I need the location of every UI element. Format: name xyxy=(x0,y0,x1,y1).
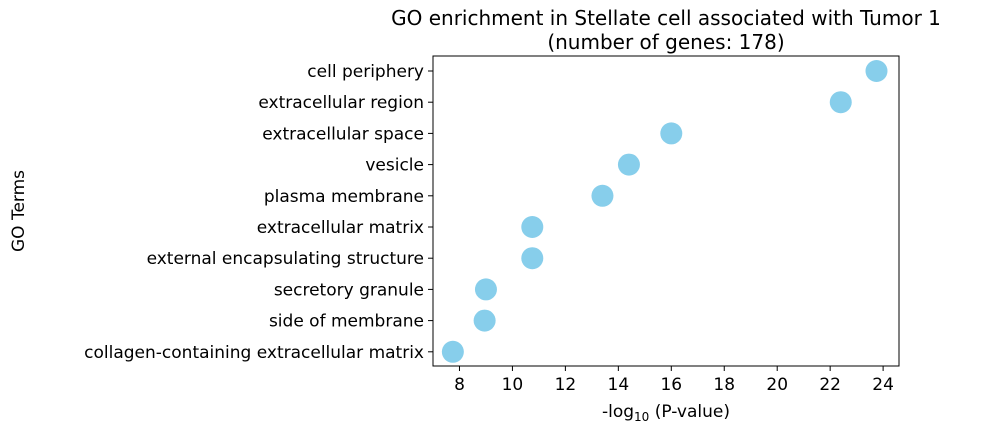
x-tick-label: 18 xyxy=(713,375,735,395)
y-tick-label: collagen-containing extracellular matrix xyxy=(84,343,424,363)
data-point xyxy=(591,184,614,207)
y-tick-label: vesicle xyxy=(365,156,424,176)
data-point xyxy=(521,216,544,238)
chart-title: GO enrichment in Stellate cell associate… xyxy=(391,6,941,30)
y-tick-label: external encapsulating structure xyxy=(147,249,424,269)
y-tick-label: extracellular matrix xyxy=(257,218,424,238)
x-tick-label: 24 xyxy=(872,375,894,395)
x-tick-label: 12 xyxy=(555,375,577,395)
data-point xyxy=(829,91,852,114)
chart-subtitle: (number of genes: 178) xyxy=(547,30,784,54)
x-tick-label: 22 xyxy=(819,375,841,395)
y-tick-label: side of membrane xyxy=(269,312,424,332)
x-tick-label: 14 xyxy=(608,375,630,395)
data-point xyxy=(865,60,888,82)
data-points xyxy=(441,60,888,363)
data-point xyxy=(660,122,683,145)
x-tick-label: 20 xyxy=(766,375,788,395)
data-point xyxy=(521,247,544,270)
x-axis-label: -log10 (P-value) xyxy=(602,402,730,424)
x-axis-ticks: 8 10 12 14 16 18 20 22 24 xyxy=(454,366,894,395)
data-point xyxy=(617,153,640,176)
y-tick-label: secretory granule xyxy=(274,280,424,300)
y-axis-label: GO Terms xyxy=(9,170,29,252)
data-point xyxy=(441,340,464,363)
data-point xyxy=(474,278,497,301)
data-point xyxy=(473,309,496,332)
y-axis-ticks: cell periphery extracellular region extrac… xyxy=(84,62,433,363)
y-tick-label: plasma membrane xyxy=(264,187,424,207)
x-tick-label: 10 xyxy=(502,375,524,395)
y-tick-label: extracellular space xyxy=(262,124,424,144)
y-tick-label: extracellular region xyxy=(258,93,424,113)
x-tick-label: 8 xyxy=(454,375,465,395)
x-tick-label: 16 xyxy=(660,375,682,395)
y-tick-label: cell periphery xyxy=(307,62,424,82)
plot-frame xyxy=(432,55,900,367)
